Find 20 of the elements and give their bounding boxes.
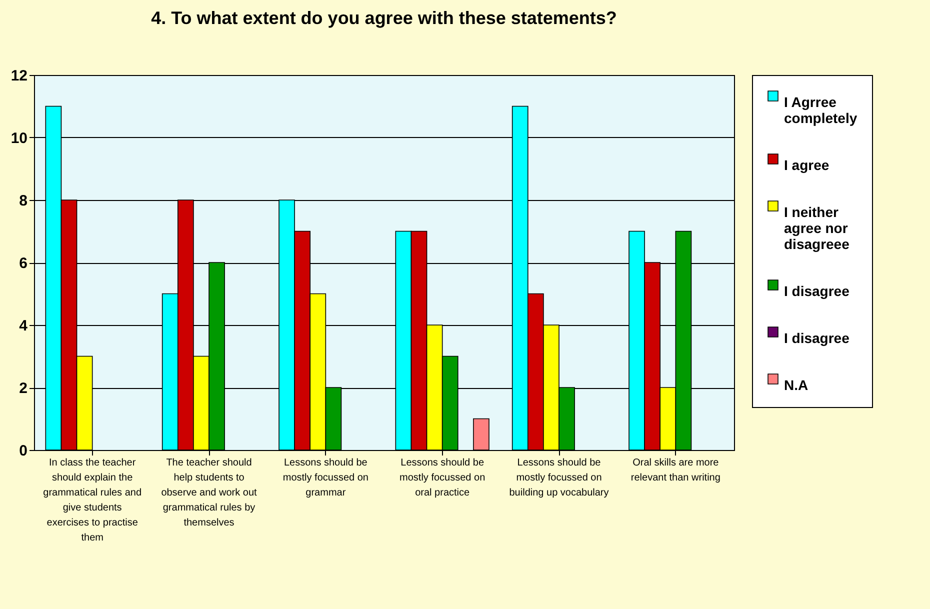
y-tick-label: 2 — [19, 380, 28, 397]
y-tick-label: 12 — [10, 68, 28, 84]
legend-label: I neither agree nor disagreee — [784, 204, 850, 252]
x-tick-label: Lessons should be mostly focussed on oral practice — [400, 458, 486, 498]
legend-label: I Agrree completely — [784, 94, 858, 126]
x-tick-label: Oral skills are more relevant than writing — [630, 458, 720, 484]
y-tick-label: 10 — [10, 130, 28, 147]
x-tick-label: In class the teacher should explain the grammatical rules and give students exercises to practise them — [43, 458, 142, 544]
legend-label: I disagree — [784, 283, 850, 299]
x-tick-label: The teacher should help students to observe and work out grammatical rules by themselves — [161, 458, 258, 528]
legend-label: I disagree — [784, 330, 850, 346]
y-tick-label: 0 — [19, 442, 28, 460]
x-tick-label: Lessons should be mostly focussed on building up vocabulary — [509, 458, 609, 498]
legend-label: I agree — [784, 157, 830, 173]
y-tick-label: 6 — [19, 255, 28, 272]
y-tick-label: 4 — [19, 318, 28, 334]
legend-label: N.A — [784, 377, 808, 393]
x-tick-label: Lessons should be mostly focussed on grammar — [282, 458, 368, 498]
y-tick-label: 8 — [19, 192, 28, 210]
chart-title: 4. To what extent do you agree with these statements? — [151, 8, 617, 28]
